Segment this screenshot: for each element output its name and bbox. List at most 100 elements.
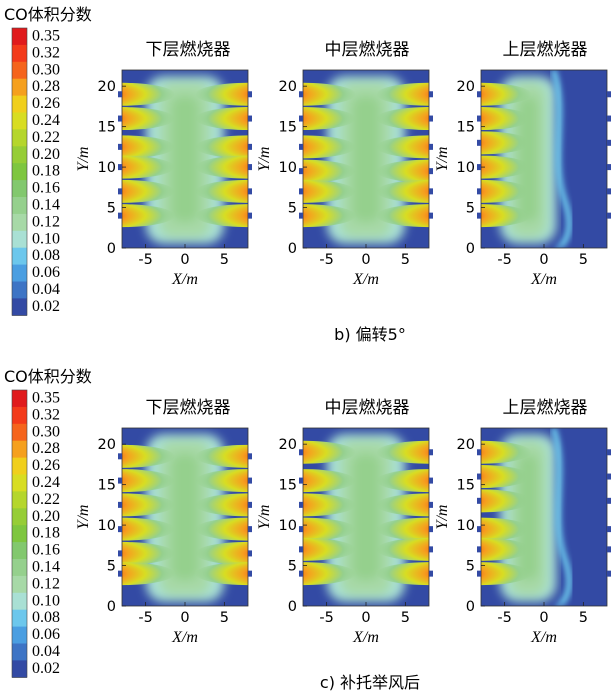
colorbar-swatch	[12, 95, 27, 113]
colorbar-tick-label: 0.26	[32, 457, 60, 474]
colorbar-swatch	[12, 298, 27, 316]
co-plume-left	[122, 82, 175, 106]
x-axis-label: X/m	[352, 629, 379, 646]
contour-field	[122, 70, 248, 248]
colorbar-swatch	[12, 28, 27, 46]
co-plume-right	[195, 469, 248, 493]
y-tick-label: 20	[98, 437, 116, 453]
contour-level	[351, 96, 381, 222]
colorbar-swatch	[12, 61, 27, 80]
colorbar-swatch	[12, 542, 27, 560]
burner-nozzle	[607, 570, 611, 577]
panel-b-upper: 上层燃烧器 -5 0 5 0 5 10 15 20 X/m Y/m	[434, 40, 611, 288]
co-plume-left	[122, 179, 175, 203]
burner-nozzle	[299, 477, 303, 484]
co-plume-right	[195, 444, 248, 468]
panel-title: 上层燃烧器	[503, 40, 588, 60]
x-tick-label: 5	[401, 610, 410, 626]
y-tick-label: 20	[457, 437, 475, 453]
colorbar-tick-label: 0.28	[32, 78, 60, 95]
colorbar-tick-label: 0.16	[32, 180, 60, 197]
burner-nozzle	[607, 526, 611, 533]
co-plume-left	[481, 465, 532, 489]
y-tick-label: 20	[98, 79, 116, 95]
co-plume-right	[376, 493, 429, 517]
burner-nozzle	[299, 526, 303, 533]
y-axis-label: Y/m	[256, 147, 273, 172]
colorbar-tick-label: 0.12	[32, 575, 60, 592]
burner-nozzle	[118, 550, 122, 557]
colorbar-tick-label: 0.35	[32, 28, 60, 45]
burner-nozzle	[248, 501, 252, 508]
co-plume-right	[195, 541, 248, 565]
burner-nozzle	[248, 477, 252, 484]
co-plume-right	[195, 493, 248, 517]
co-plume-right	[376, 562, 429, 586]
contour-level	[170, 96, 200, 222]
y-axis-label: Y/m	[256, 505, 273, 530]
y-tick-label: 0	[466, 241, 475, 257]
colorbar-swatch	[12, 146, 27, 164]
y-tick-label: 5	[288, 559, 297, 575]
y-tick-label: 5	[107, 201, 116, 217]
burner-nozzle	[607, 164, 611, 171]
co-plume-right	[376, 469, 429, 493]
colorbar-tick-label: 0.02	[32, 660, 60, 677]
colorbar-swatch	[12, 264, 27, 282]
burner-nozzle	[607, 115, 611, 122]
panel-title: 下层燃烧器	[146, 40, 231, 60]
burner-nozzle	[429, 212, 433, 219]
burner-nozzle	[118, 212, 122, 219]
co-plume-left	[481, 562, 532, 586]
co-plume-left	[481, 179, 532, 203]
colorbar-tick-label: 0.16	[32, 542, 60, 559]
colorbar-tick-label: 0.04	[32, 643, 60, 660]
x-tick-label: -5	[319, 252, 333, 268]
contour-field	[122, 428, 248, 606]
colorbar-tick-label: 0.14	[32, 559, 60, 576]
panel-c-upper: 上层燃烧器 -5 0 5 0 5 10 15 20 X/m Y/m	[434, 398, 611, 646]
colorbar-swatch	[12, 643, 27, 661]
y-tick-label: 0	[107, 241, 116, 257]
burner-nozzle	[607, 497, 611, 504]
x-tick-label: 5	[579, 252, 588, 268]
y-tick-label: 20	[457, 79, 475, 95]
colorbar-swatch	[12, 592, 27, 611]
y-tick-label: 15	[457, 478, 475, 494]
x-tick-label: 0	[180, 252, 189, 268]
co-plume-right	[195, 517, 248, 541]
burner-nozzle	[248, 188, 252, 195]
co-plume-right	[195, 204, 248, 228]
colorbar-swatch	[12, 406, 27, 425]
colorbar-tick-label: 0.22	[32, 129, 60, 146]
burner-nozzle	[429, 501, 433, 508]
contour-field	[303, 428, 429, 606]
burner-nozzle	[248, 115, 252, 122]
burner-nozzle	[477, 570, 481, 577]
co-plume-right	[376, 82, 429, 106]
x-tick-label: -5	[138, 252, 152, 268]
burner-nozzle	[607, 449, 611, 456]
colorbar-swatch	[12, 660, 27, 678]
co-plume-left	[481, 517, 532, 541]
x-tick-label: 0	[539, 252, 548, 268]
x-tick-label: 5	[579, 610, 588, 626]
y-axis-label: Y/m	[434, 147, 451, 172]
burner-nozzle	[118, 143, 122, 150]
x-axis-label: X/m	[530, 271, 557, 288]
burner-nozzle	[429, 546, 433, 553]
co-plume-right	[195, 155, 248, 179]
colorbar-tick-label: 0.14	[32, 197, 60, 214]
burner-nozzle	[248, 143, 252, 150]
burner-nozzle	[607, 91, 611, 98]
burner-nozzle	[248, 91, 252, 98]
co-plume-left	[122, 541, 175, 565]
burner-nozzle	[118, 91, 122, 98]
panel-title: 中层燃烧器	[325, 398, 410, 418]
y-axis-label: Y/m	[75, 147, 92, 172]
colorbar-swatch	[12, 78, 27, 97]
panel-c-middle: 中层燃烧器 -5 0 5 0 5 10 15 20 X/m Y/m	[256, 398, 433, 646]
burner-nozzle	[477, 497, 481, 504]
colorbar-swatch	[12, 508, 27, 526]
burner-nozzle	[477, 91, 481, 98]
